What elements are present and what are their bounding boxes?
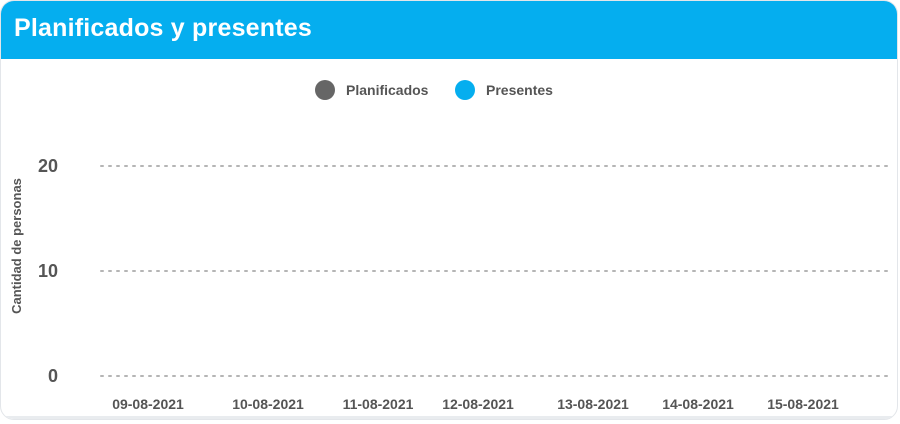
x-tick-label-4: 13-08-2021 [557, 396, 629, 412]
y-tick-label-2: 20 [38, 156, 58, 176]
x-tick-label-0: 09-08-2021 [112, 396, 184, 412]
card-title: Planificados y presentes [14, 14, 312, 42]
chart-grid [100, 165, 888, 377]
card-bottom-border [1, 416, 897, 419]
chart-legend: Planificados Presentes [315, 80, 553, 100]
legend-label-0[interactable]: Planificados [346, 82, 429, 98]
card-header: Planificados y presentes [1, 1, 897, 59]
x-axis: 09-08-2021 10-08-2021 11-08-2021 12-08-2021… [112, 396, 839, 412]
legend-label-1[interactable]: Presentes [486, 82, 553, 98]
y-axis: 0 10 20 [38, 156, 58, 386]
x-tick-label-2: 11-08-2021 [343, 396, 414, 412]
x-tick-label-5: 14-08-2021 [662, 396, 734, 412]
x-tick-label-1: 10-08-2021 [232, 396, 304, 412]
x-tick-label-3: 12-08-2021 [442, 396, 514, 412]
x-tick-label-6: 15-08-2021 [767, 396, 839, 412]
legend-marker-0[interactable] [315, 80, 335, 100]
y-tick-label-1: 10 [38, 261, 58, 281]
y-tick-label-0: 0 [48, 366, 58, 386]
y-axis-label: Cantidad de personas [9, 178, 24, 314]
legend-marker-1[interactable] [455, 80, 475, 100]
